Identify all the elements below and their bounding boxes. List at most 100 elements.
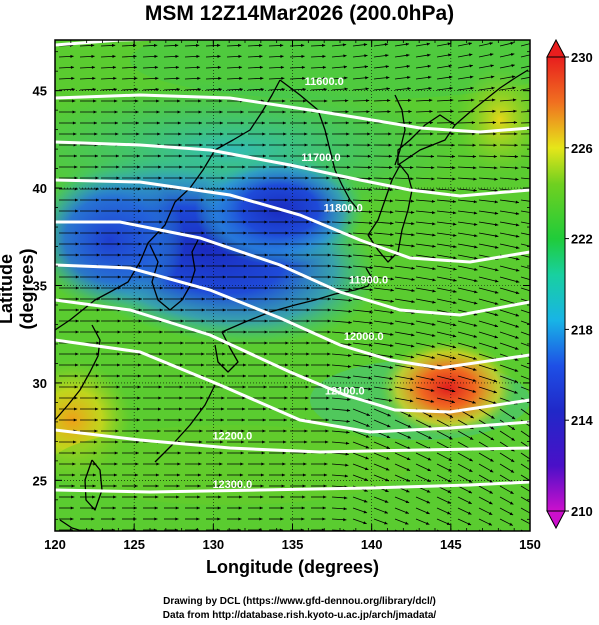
wind-arrowhead <box>322 517 326 521</box>
wind-arrow <box>436 353 456 360</box>
wind-arrowhead <box>200 176 204 180</box>
wind-arrowhead <box>535 380 538 383</box>
wind-arrow <box>394 298 415 303</box>
wind-arrow <box>520 408 530 416</box>
wind-arrowhead <box>453 267 457 271</box>
wind-arrowhead <box>452 211 457 215</box>
wind-arrowhead <box>348 309 352 313</box>
wind-arrowhead <box>199 429 203 433</box>
wind-arrowhead <box>264 286 268 290</box>
wind-arrowhead <box>243 286 247 290</box>
wind-arrowhead <box>198 110 202 114</box>
wind-arrowhead <box>511 64 515 68</box>
wind-arrowhead <box>411 266 415 270</box>
wind-arrowhead <box>177 462 181 466</box>
wind-arrowhead <box>509 533 513 536</box>
wind-arrow <box>415 232 436 236</box>
wind-arrowhead <box>426 500 431 504</box>
wind-arrowhead <box>96 242 100 246</box>
y-tick-label: 30 <box>33 376 47 391</box>
wind-arrowhead <box>492 109 496 113</box>
wind-arrowhead <box>285 341 289 345</box>
wind-arrowhead <box>511 416 516 420</box>
wind-arrowhead <box>327 209 331 213</box>
wind-arrowhead <box>243 264 247 268</box>
wind-arrowhead <box>343 518 347 522</box>
wind-arrowhead <box>494 279 499 283</box>
wind-arrowhead <box>327 330 331 334</box>
wind-arrowhead <box>285 308 289 312</box>
wind-arrowhead <box>136 440 140 444</box>
wind-arrowhead <box>509 512 514 515</box>
wind-arrow <box>520 496 530 503</box>
wind-arrowhead <box>387 98 391 103</box>
wind-arrowhead <box>217 54 221 58</box>
wind-arrowhead <box>263 165 267 169</box>
wind-arrow <box>520 65 530 69</box>
wind-arrowhead <box>430 132 434 136</box>
wind-arrowhead <box>282 99 286 103</box>
wind-arrowhead <box>386 456 390 460</box>
wind-arrowhead <box>113 473 118 477</box>
wind-arrowhead <box>117 209 121 213</box>
wind-arrowhead <box>489 490 493 494</box>
wind-arrow <box>499 342 519 350</box>
coast-philippines <box>59 519 83 531</box>
wind-arrowhead <box>324 462 328 466</box>
wind-arrowhead <box>241 429 245 433</box>
wind-arrowhead <box>513 121 518 125</box>
wind-arrowhead <box>447 511 451 515</box>
wind-arrowhead <box>325 143 329 147</box>
wind-arrowhead <box>411 222 415 226</box>
wind-arrowhead <box>238 517 242 521</box>
colorbar-tick-label: 230 <box>571 50 593 65</box>
contour-line <box>55 40 188 47</box>
wind-arrowhead <box>514 390 518 394</box>
wind-arrowhead <box>474 267 478 271</box>
wind-arrowhead <box>509 522 513 526</box>
wind-arrow <box>394 199 415 202</box>
wind-arrowhead <box>347 364 352 369</box>
wind-arrow <box>478 364 498 372</box>
wind-arrowhead <box>71 473 76 477</box>
wind-arrowhead <box>493 143 497 147</box>
wind-arrowhead <box>138 231 142 235</box>
wind-arrowhead <box>177 110 181 114</box>
wind-arrowhead <box>410 210 415 214</box>
wind-arrowhead <box>179 385 183 389</box>
wind-arrowhead <box>153 43 158 47</box>
wind-arrow <box>520 43 530 47</box>
wind-arrowhead <box>531 481 534 484</box>
wind-arrowhead <box>176 473 181 477</box>
wind-arrowhead <box>73 154 78 158</box>
wind-arrowhead <box>534 110 537 113</box>
wind-arrowhead <box>243 275 247 279</box>
wind-arrowhead <box>222 308 226 312</box>
wind-arrowhead <box>176 87 180 91</box>
wind-arrowhead <box>178 143 182 147</box>
wind-arrow <box>520 254 530 258</box>
wind-arrowhead <box>510 53 515 56</box>
wind-arrowhead <box>285 352 289 356</box>
wind-arrowhead <box>75 253 79 257</box>
wind-arrowhead <box>325 154 330 158</box>
wind-arrow <box>436 331 457 337</box>
wind-arrow <box>331 221 352 224</box>
wind-arrowhead <box>386 87 390 91</box>
wind-arrowhead <box>489 42 493 46</box>
wind-arrow <box>373 342 394 347</box>
wind-arrowhead <box>348 331 352 335</box>
wind-arrowhead <box>239 87 243 91</box>
wind-arrowhead <box>389 376 393 380</box>
wind-arrowhead <box>515 335 519 339</box>
wind-arrowhead <box>116 396 120 400</box>
wind-arrowhead <box>326 176 330 180</box>
wind-arrowhead <box>453 233 457 237</box>
wind-arrowhead <box>410 344 415 348</box>
wind-arrowhead <box>159 253 163 257</box>
wind-arrowhead <box>117 341 121 345</box>
wind-arrowhead <box>96 308 100 312</box>
wind-arrowhead <box>474 279 478 283</box>
contour-label: 11900.0 <box>349 275 388 287</box>
y-axis-label: Latitude (degrees) <box>0 248 37 330</box>
